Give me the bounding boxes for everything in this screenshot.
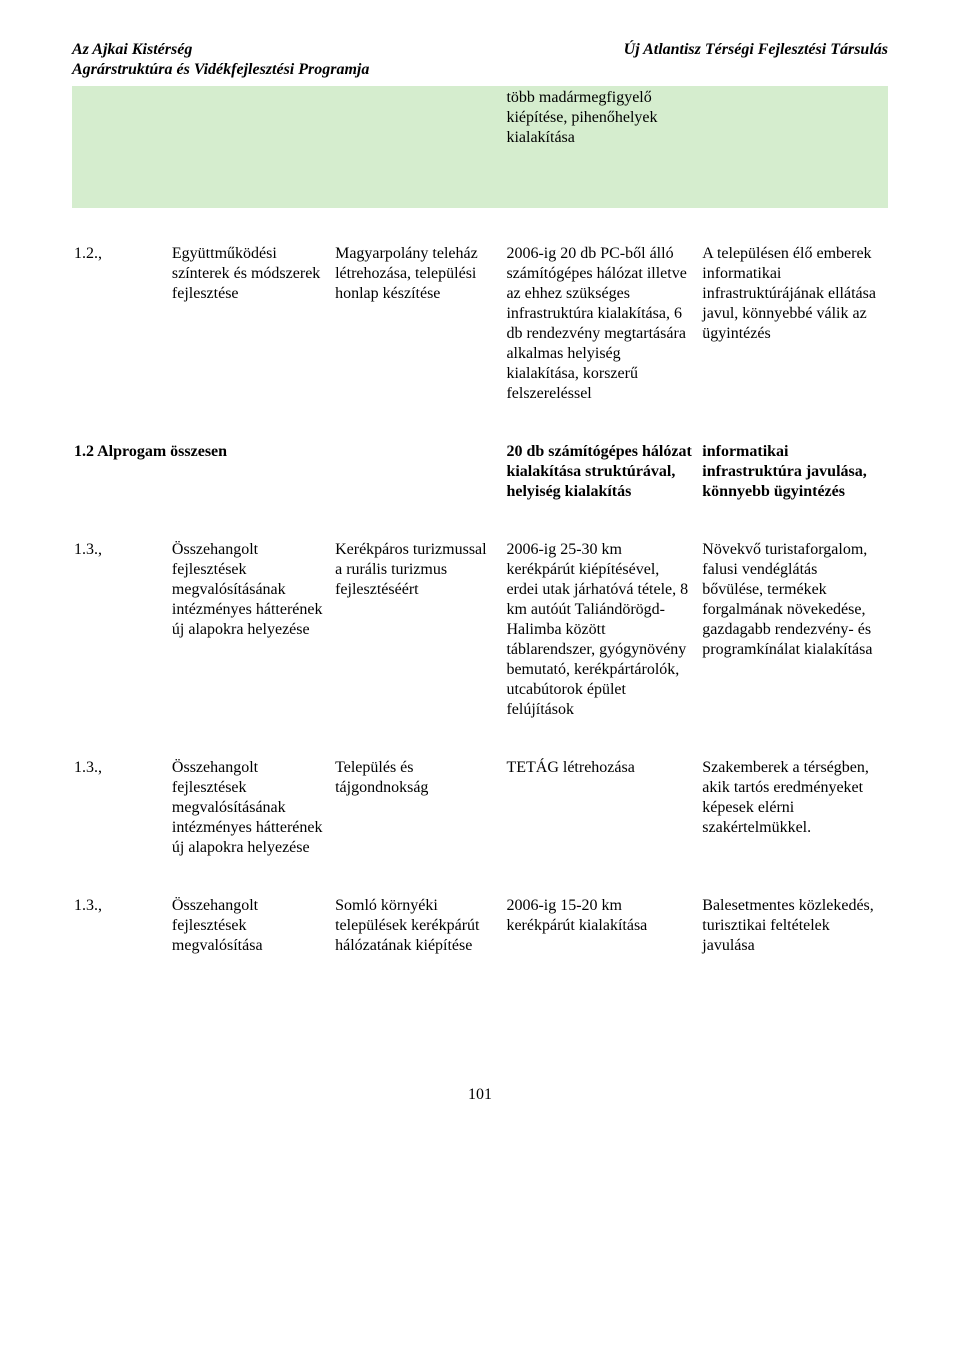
cell-action	[333, 86, 504, 208]
header-right: Új Atlantisz Térségi Fejlesztési Társulá…	[624, 40, 888, 60]
cell-num: 1.2 Alprogam összesen	[72, 414, 333, 512]
table-row: 1.2., Együttműködési színterek és módsze…	[72, 208, 888, 414]
cell-action: Magyarpolány teleház létrehozása, telepü…	[333, 208, 504, 414]
cell-result: Szakemberek a térségben, akik tartós ere…	[700, 730, 888, 868]
cell-output: 2006-ig 20 db PC-ből álló számítógépes h…	[504, 208, 700, 414]
cell-num: 1.3.,	[72, 730, 170, 868]
header-left-line1: Az Ajkai Kistérség	[72, 41, 192, 58]
cell-result: informatikai infrastruktúra javulása, kö…	[700, 414, 888, 512]
program-table: több madármegfigyelő kiépítése, pihenőhe…	[72, 86, 888, 966]
cell-num: 1.3.,	[72, 868, 170, 966]
table-row: több madármegfigyelő kiépítése, pihenőhe…	[72, 86, 888, 208]
cell-output: TETÁG létrehozása	[504, 730, 700, 868]
cell-output: több madármegfigyelő kiépítése, pihenőhe…	[504, 86, 700, 208]
page-number: 101	[72, 1086, 888, 1104]
cell-output: 2006-ig 25-30 km kerékpárút kiépítésével…	[504, 512, 700, 730]
cell-num: 1.3.,	[72, 512, 170, 730]
header-left: Az Ajkai Kistérség Agrárstruktúra és Vid…	[72, 40, 369, 80]
cell-action: Település és tájgondnokság	[333, 730, 504, 868]
cell-action	[333, 414, 504, 512]
cell-action: Somló környéki települések kerékpárút há…	[333, 868, 504, 966]
cell-num	[72, 86, 170, 208]
cell-output: 20 db számítógépes hálózat kialakítása s…	[504, 414, 700, 512]
cell-theme: Összehangolt fejlesztések megvalósításán…	[170, 512, 333, 730]
cell-theme: Összehangolt fejlesztések megvalósításán…	[170, 730, 333, 868]
cell-action: Kerékpáros turizmussal a rurális turizmu…	[333, 512, 504, 730]
table-row-summary: 1.2 Alprogam összesen 20 db számítógépes…	[72, 414, 888, 512]
cell-output: 2006-ig 15-20 km kerékpárút kialakítása	[504, 868, 700, 966]
page-header: Az Ajkai Kistérség Agrárstruktúra és Vid…	[72, 40, 888, 80]
cell-result	[700, 86, 888, 208]
cell-theme	[170, 86, 333, 208]
table-row: 1.3., Összehangolt fejlesztések megvalós…	[72, 730, 888, 868]
cell-num: 1.2.,	[72, 208, 170, 414]
cell-result: Balesetmentes közlekedés, turisztikai fe…	[700, 868, 888, 966]
cell-theme: Együttműködési színterek és módszerek fe…	[170, 208, 333, 414]
table-row: 1.3., Összehangolt fejlesztések megvalós…	[72, 512, 888, 730]
cell-theme: Összehangolt fejlesztések megvalósítása	[170, 868, 333, 966]
header-right-text: Új Atlantisz Térségi Fejlesztési Társulá…	[624, 41, 888, 58]
header-left-line2: Agrárstruktúra és Vidékfejlesztési Progr…	[72, 61, 369, 78]
cell-result: A településen élő emberek informatikai i…	[700, 208, 888, 414]
cell-result: Növekvő turistaforgalom, falusi vendéglá…	[700, 512, 888, 730]
table-row: 1.3., Összehangolt fejlesztések megvalós…	[72, 868, 888, 966]
